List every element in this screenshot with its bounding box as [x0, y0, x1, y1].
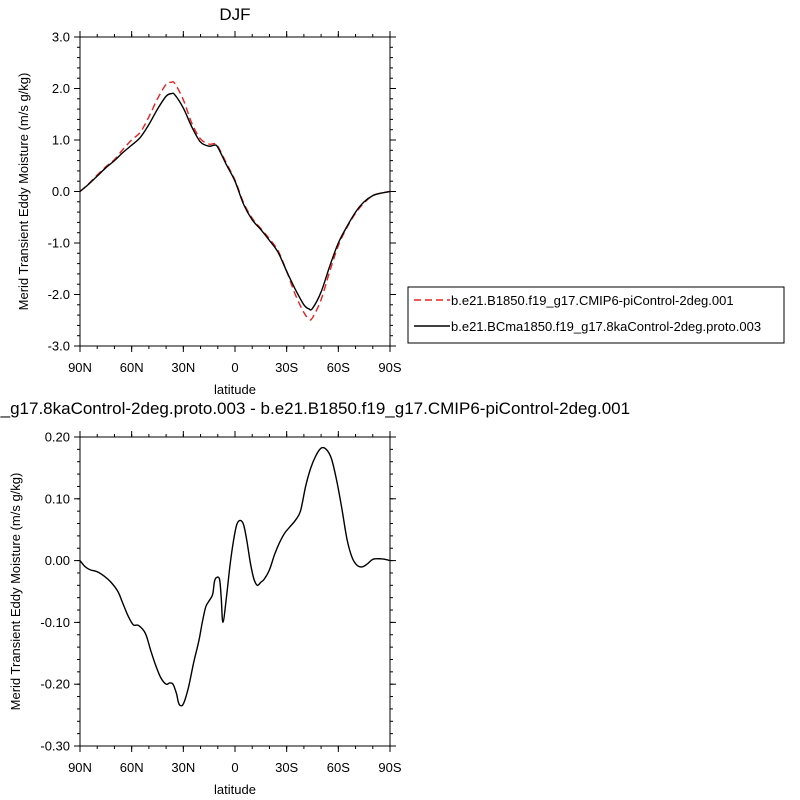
x-tick-label: 30N: [171, 760, 195, 775]
y-axis-label: Merid Transient Eddy Moisture (m/s g/kg): [8, 473, 23, 711]
x-tick-label: 30N: [171, 360, 195, 375]
plot-frame-2: [79, 436, 391, 747]
y-tick-label: -2.0: [48, 287, 70, 302]
legend-label-1: b.e21.B1850.f19_g17.CMIP6-piControl-2deg…: [451, 293, 734, 308]
x-axis-label: latitude: [214, 382, 256, 397]
y-tick-label: 0.0: [52, 184, 70, 199]
x-tick-label: 60S: [327, 760, 350, 775]
x-tick-label: 60N: [120, 760, 144, 775]
series-line-1-1: [79, 80, 391, 321]
y-tick-label: 0.00: [45, 553, 70, 568]
x-tick-label: 90N: [68, 760, 92, 775]
x-tick-label: 60S: [327, 360, 350, 375]
x-tick-label: 0: [231, 360, 238, 375]
y-tick-label: -0.30: [40, 739, 70, 754]
x-tick-label: 30S: [275, 360, 298, 375]
plot-frame-1: [79, 36, 391, 347]
y-tick-label: -3.0: [48, 339, 70, 354]
y-axis-label: Merid Transient Eddy Moisture (m/s g/kg): [16, 73, 31, 311]
y-tick-label: 2.0: [52, 81, 70, 96]
y-tick-label: 1.0: [52, 133, 70, 148]
x-tick-label: 90S: [378, 760, 401, 775]
x-tick-label: 30S: [275, 760, 298, 775]
chart-title-1: DJF: [219, 5, 250, 24]
y-tick-label: -1.0: [48, 236, 70, 251]
legend-box: [407, 286, 785, 344]
x-tick-label: 0: [231, 760, 238, 775]
y-tick-label: -0.10: [40, 615, 70, 630]
x-axis-label: latitude: [214, 782, 256, 797]
y-tick-label: 0.20: [45, 430, 70, 445]
y-tick-label: 3.0: [52, 30, 70, 45]
chart-title-2: b.e21.BCma1850.f19_g17.8kaControl-2deg.p…: [0, 399, 630, 418]
y-tick-label: -0.20: [40, 677, 70, 692]
series-line-2-1: [79, 446, 391, 707]
x-tick-label: 60N: [120, 360, 144, 375]
x-tick-label: 90N: [68, 360, 92, 375]
y-tick-label: 0.10: [45, 491, 70, 506]
x-tick-label: 90S: [378, 360, 401, 375]
legend-label-2: b.e21.BCma1850.f19_g17.8kaControl-2deg.p…: [451, 319, 761, 334]
series-line-1-2: [79, 92, 391, 311]
